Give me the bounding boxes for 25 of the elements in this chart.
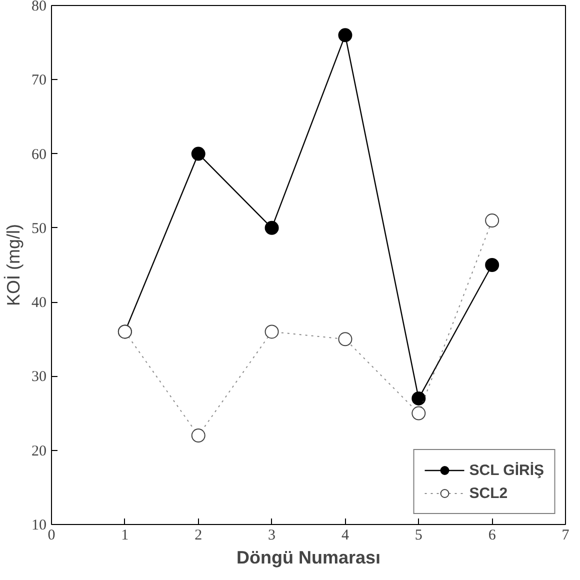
x-tick-label: 5 bbox=[414, 528, 422, 544]
y-tick-label: 60 bbox=[32, 146, 46, 163]
x-tick-label: 2 bbox=[194, 528, 202, 544]
y-tick-label: 50 bbox=[32, 220, 46, 237]
x-tick-label: 4 bbox=[341, 528, 350, 544]
x-axis-title: Döngü Numarası bbox=[236, 548, 381, 568]
x-tick-label: 6 bbox=[488, 528, 496, 544]
y-tick-label: 30 bbox=[32, 369, 46, 386]
point bbox=[264, 220, 279, 235]
y-tick-label: 40 bbox=[32, 295, 46, 312]
point bbox=[338, 28, 352, 42]
y-tick-label: 20 bbox=[32, 443, 46, 460]
y-tick-label: 80 bbox=[32, 0, 46, 14]
x-tick-label: 3 bbox=[268, 528, 276, 544]
point bbox=[412, 391, 426, 406]
y-tick-label: 70 bbox=[32, 72, 46, 89]
legend-label: SCL GİRİŞ bbox=[469, 462, 544, 478]
x-tick-label: 1 bbox=[121, 528, 129, 544]
y-axis-title: KOİ (mg/l) bbox=[4, 224, 24, 306]
x-tick-label: 7 bbox=[562, 528, 570, 544]
point bbox=[485, 258, 500, 272]
x-tick-label: 0 bbox=[48, 528, 56, 544]
legend-label: SCL2 bbox=[469, 484, 508, 502]
y-tick-label: 10 bbox=[32, 518, 46, 534]
point bbox=[191, 146, 206, 161]
